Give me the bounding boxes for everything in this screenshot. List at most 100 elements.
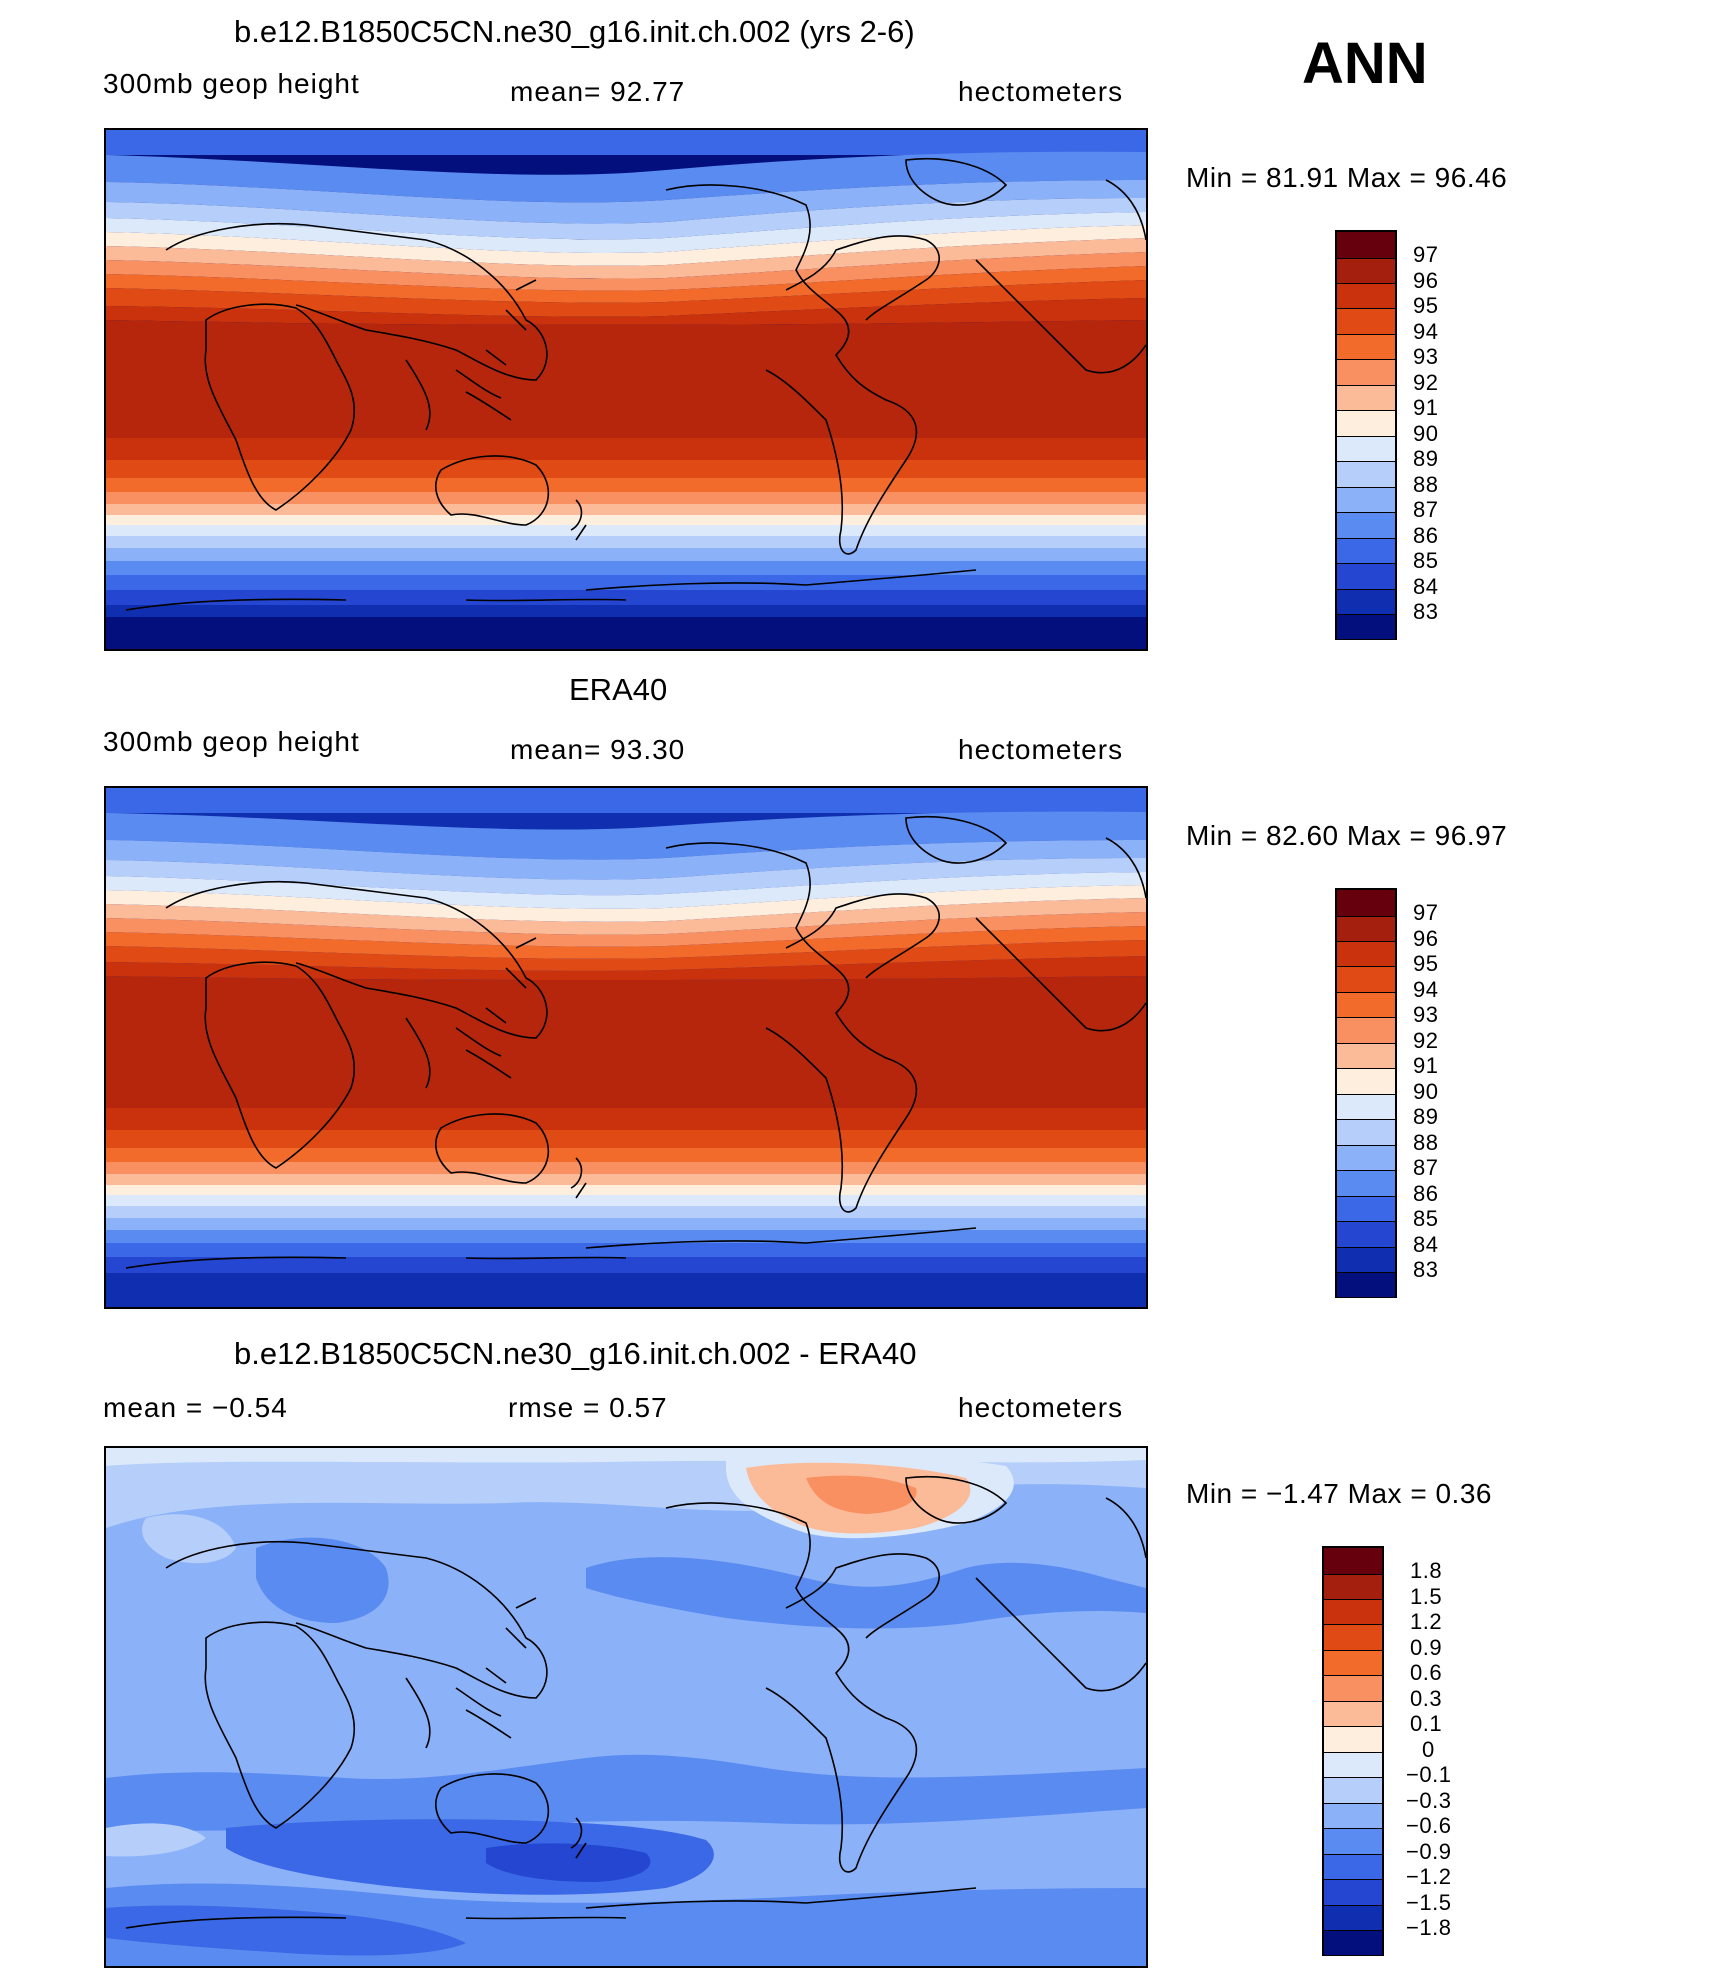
panel-3-title: b.e12.B1850C5CN.ne30_g16.init.ch.002 - E… [234, 1336, 917, 1371]
colorbar-tick: −0.9 [1406, 1839, 1452, 1864]
panel-3-left-label: mean = −0.54 [103, 1392, 288, 1423]
colorbar-swatch [1337, 359, 1395, 386]
colorbar-swatch [1324, 1828, 1382, 1855]
panel-2-left-label: 300mb geop height [103, 726, 360, 757]
panel-1-right-label: hectometers [958, 76, 1124, 107]
colorbar-tick: −0.6 [1406, 1813, 1452, 1838]
colorbar-tick: 91 [1413, 395, 1439, 420]
colorbar-tick: 83 [1413, 599, 1439, 624]
colorbar-swatch [1337, 1247, 1395, 1273]
colorbar-tick: 93 [1413, 344, 1439, 369]
colorbar-tick: 1.2 [1410, 1609, 1443, 1634]
colorbar-tick: 85 [1413, 1206, 1439, 1231]
colorbar-swatch [1324, 1726, 1382, 1753]
colorbar-swatch [1324, 1574, 1382, 1600]
colorbar-tick: 84 [1413, 1232, 1439, 1257]
colorbar-swatch [1337, 308, 1395, 335]
colorbar-swatch [1337, 992, 1395, 1018]
colorbar-swatch [1337, 1043, 1395, 1069]
colorbar-swatch [1337, 966, 1395, 993]
colorbar-tick: 95 [1413, 951, 1439, 976]
panel-2-title: ERA40 [569, 672, 668, 707]
colorbar-swatch [1337, 232, 1395, 258]
colorbar-tick: 91 [1413, 1053, 1439, 1078]
colorbar-tick: 97 [1413, 242, 1439, 267]
panel-2-right-label: hectometers [958, 734, 1124, 765]
colorbar-tick: 88 [1413, 472, 1439, 497]
panel-3-min-max: Min = −1.47 Max = 0.36 [1186, 1478, 1492, 1509]
colorbar-swatch [1337, 1196, 1395, 1222]
colorbar-swatch [1337, 1094, 1395, 1120]
colorbar-swatch [1337, 410, 1395, 437]
colorbar-tick: 1.5 [1410, 1584, 1443, 1609]
colorbar-tick: 89 [1413, 1104, 1439, 1129]
panel-1-field [106, 130, 1146, 649]
colorbar-tick: 0.1 [1410, 1711, 1443, 1736]
colorbar-swatch [1337, 385, 1395, 411]
panel-3-field [106, 1448, 1146, 1966]
colorbar-swatch [1324, 1624, 1382, 1651]
panel-1-left-label: 300mb geop height [103, 68, 360, 99]
colorbar-tick: 90 [1413, 1079, 1439, 1104]
colorbar-swatch [1324, 1650, 1382, 1676]
colorbar-swatch [1324, 1777, 1382, 1804]
colorbar-swatch [1324, 1854, 1382, 1880]
colorbar-tick: 92 [1413, 1028, 1439, 1053]
colorbar-swatch [1337, 538, 1395, 564]
colorbar-tick: 94 [1413, 319, 1439, 344]
colorbar-tick: 94 [1413, 977, 1439, 1002]
colorbar-swatch [1324, 1675, 1382, 1702]
colorbar-tick: 87 [1413, 497, 1439, 522]
colorbar-swatch [1337, 487, 1395, 513]
colorbar-swatch [1324, 1905, 1382, 1931]
colorbar-swatch [1337, 589, 1395, 615]
colorbar-tick: 96 [1413, 268, 1439, 293]
colorbar-swatch [1337, 1272, 1395, 1297]
colorbar-swatch [1337, 1221, 1395, 1248]
colorbar-swatch [1324, 1701, 1382, 1727]
colorbar-swatch [1337, 916, 1395, 942]
panel-3-colorbar [1322, 1546, 1384, 1956]
panel-1-center-label: mean= 92.77 [510, 76, 686, 107]
colorbar-tick: −0.1 [1406, 1762, 1452, 1787]
panel-1-map [104, 128, 1148, 651]
colorbar-tick: 96 [1413, 926, 1439, 951]
colorbar-tick: 97 [1413, 900, 1439, 925]
colorbar-tick: 84 [1413, 574, 1439, 599]
colorbar-tick: 95 [1413, 293, 1439, 318]
colorbar-swatch [1337, 436, 1395, 462]
colorbar-tick: 85 [1413, 548, 1439, 573]
colorbar-swatch [1337, 461, 1395, 488]
colorbar-tick: −1.5 [1406, 1890, 1452, 1915]
panel-2-field [106, 788, 1146, 1307]
colorbar-swatch [1337, 1119, 1395, 1146]
colorbar-tick: 92 [1413, 370, 1439, 395]
colorbar-tick: 88 [1413, 1130, 1439, 1155]
colorbar-swatch [1337, 941, 1395, 967]
colorbar-swatch [1324, 1803, 1382, 1829]
colorbar-tick: 1.8 [1410, 1558, 1443, 1583]
colorbar-swatch [1337, 1170, 1395, 1197]
colorbar-swatch [1337, 890, 1395, 916]
panel-1-colorbar [1335, 230, 1397, 640]
colorbar-swatch [1337, 283, 1395, 309]
colorbar-tick: 90 [1413, 421, 1439, 446]
panel-2-center-label: mean= 93.30 [510, 734, 686, 765]
season-label: ANN [1302, 31, 1428, 96]
colorbar-swatch [1324, 1930, 1382, 1955]
colorbar-swatch [1324, 1752, 1382, 1778]
colorbar-tick: 0.6 [1410, 1660, 1443, 1685]
colorbar-tick: 0.3 [1410, 1686, 1443, 1711]
colorbar-swatch [1337, 258, 1395, 284]
colorbar-tick: 87 [1413, 1155, 1439, 1180]
colorbar-tick: 83 [1413, 1257, 1439, 1282]
colorbar-swatch [1337, 334, 1395, 360]
colorbar-tick: 0 [1422, 1737, 1435, 1762]
panel-2-colorbar [1335, 888, 1397, 1298]
colorbar-tick: −1.2 [1406, 1864, 1452, 1889]
colorbar-swatch [1337, 1017, 1395, 1044]
colorbar-swatch [1337, 1068, 1395, 1095]
panel-2-map [104, 786, 1148, 1309]
colorbar-swatch [1337, 614, 1395, 639]
colorbar-swatch [1324, 1548, 1382, 1574]
